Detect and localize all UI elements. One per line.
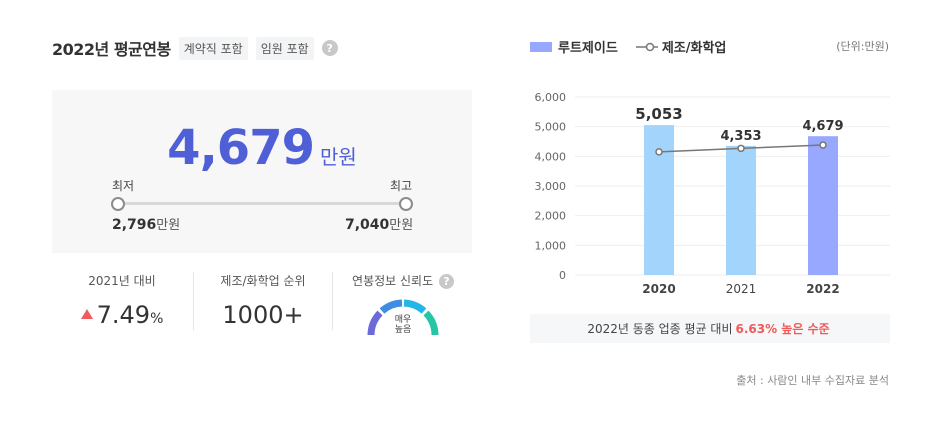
line-point [819, 141, 827, 149]
average-salary-value: 4,679 [167, 120, 315, 176]
bar-value-label: 5,053 [635, 105, 682, 123]
gauge-label: 매우 높음 [395, 314, 412, 335]
min-label: 최저 [112, 179, 135, 193]
bar-value-label: 4,679 [802, 119, 843, 134]
reliability-gauge: 매우 높음 [367, 299, 439, 336]
legend-bar-swatch [530, 41, 552, 52]
legend-company: 루트제이드 [558, 41, 618, 56]
stat-rank: 제조/화학업 순위 1000+ [194, 272, 332, 329]
y-tick-label: 0 [559, 269, 566, 282]
salary-range-track [116, 202, 406, 205]
page-title: 2022년 평균연봉 [52, 40, 171, 59]
stat-rank-value: 1000+ [222, 301, 304, 329]
yoy-number: 7.49 [96, 301, 151, 329]
tag-contract-included: 계약직 포함 [178, 36, 248, 60]
max-label: 최고 [390, 179, 413, 193]
summary-bar: 2022년 동종 업종 평균 대비 6.63% 높은 수준 [530, 314, 890, 343]
tag-executive-included: 임원 포함 [255, 36, 314, 60]
up-triangle-icon [80, 309, 93, 319]
range-max-knob [399, 197, 413, 211]
stat-reliability: 연봉정보 신뢰도 ? 매우 높음 [333, 272, 473, 343]
y-tick-label: 3,000 [535, 180, 567, 193]
average-salary: 4,679 만원 [52, 120, 472, 176]
min-salary-unit: 만원 [156, 218, 181, 233]
x-tick-label: 2020 [642, 282, 675, 296]
gauge-segment [403, 299, 427, 314]
min-salary-value: 2,796 [112, 217, 157, 233]
x-tick-label: 2021 [726, 282, 757, 296]
stat-yoy: 2021년 대비 7.49% [52, 272, 192, 329]
y-tick-label: 4,000 [535, 150, 567, 163]
max-salary-unit: 만원 [389, 218, 414, 233]
average-salary-unit: 만원 [320, 145, 357, 169]
summary-highlight: 6.63% 높은 수준 [735, 322, 830, 336]
chart-legend: 루트제이드 제조/화학업 [530, 37, 726, 56]
reliability-label-text: 연봉정보 신뢰도 [352, 274, 434, 288]
legend-line-icon [635, 42, 658, 51]
max-salary: 7,040만원 [345, 214, 413, 233]
bar-value-label: 4,353 [720, 129, 761, 144]
stat-yoy-label: 2021년 대비 [88, 274, 156, 288]
yoy-percent-sign: % [150, 311, 164, 327]
gauge-segment [423, 310, 439, 336]
salary-summary-box: 4,679 만원 최저 최고 2,796만원 7,040만원 [52, 90, 472, 253]
stat-rank-label: 제조/화학업 순위 [220, 274, 306, 288]
line-point [655, 148, 663, 156]
gauge-segment [367, 310, 383, 336]
legend-industry: 제조/화학업 [661, 41, 727, 56]
question-circle-icon[interactable]: ? [321, 40, 338, 56]
y-tick-label: 5,000 [535, 121, 567, 134]
title-row: 2022년 평균연봉 계약직 포함 임원 포함 ? [52, 36, 338, 60]
y-tick-label: 1,000 [535, 239, 567, 252]
bar [644, 125, 674, 275]
summary-prefix: 2022년 동종 업종 평균 대비 [587, 322, 733, 336]
salary-bar-chart: 0 1,000 2,000 3,000 4,000 5,000 6,000 5,053 2020… [535, 91, 890, 296]
range-min-knob [111, 197, 125, 211]
stat-reliability-label: 연봉정보 신뢰도 ? [333, 272, 473, 289]
divider [193, 272, 194, 330]
y-tick-label: 2,000 [535, 210, 567, 223]
max-salary-value: 7,040 [345, 217, 390, 233]
bar [726, 145, 756, 275]
bar [808, 136, 838, 275]
line-point [737, 144, 745, 153]
y-tick-label: 6,000 [535, 91, 567, 104]
min-salary: 2,796만원 [112, 214, 180, 233]
unit-note: (단위:만원) [836, 40, 889, 53]
x-tick-label: 2022 [806, 282, 839, 296]
gauge-segment [379, 299, 403, 314]
divider [332, 272, 333, 330]
question-circle-icon[interactable]: ? [438, 274, 454, 289]
stat-yoy-value: 7.49% [52, 301, 192, 329]
source-note: 출처 : 사람인 내부 수집자료 분석 [736, 374, 889, 387]
